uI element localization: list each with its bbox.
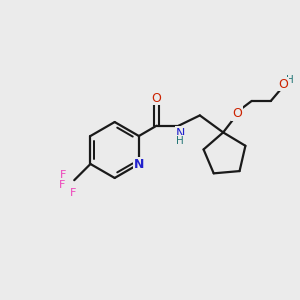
Text: O: O <box>232 107 242 120</box>
Text: N: N <box>134 158 144 171</box>
Text: H: H <box>176 136 184 146</box>
Text: F: F <box>70 188 76 197</box>
Text: O: O <box>278 78 288 91</box>
Text: O: O <box>152 92 161 104</box>
Text: N: N <box>176 127 185 140</box>
Text: F: F <box>59 181 65 190</box>
Text: F: F <box>60 170 66 180</box>
Text: H: H <box>286 75 293 85</box>
